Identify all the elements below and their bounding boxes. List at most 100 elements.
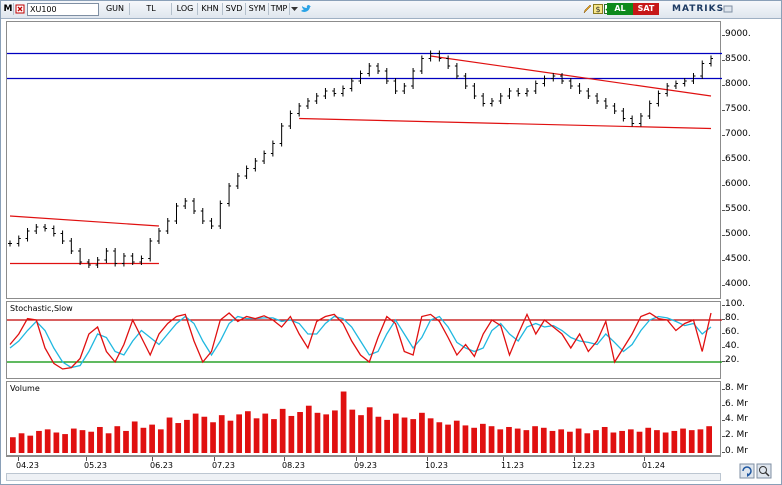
date-tick-label: 09.23: [354, 461, 377, 470]
axis-tick-mark: [722, 110, 725, 111]
price-bar: [25, 228, 30, 242]
volume-bar: [549, 430, 556, 453]
sell-button[interactable]: SAT: [633, 3, 659, 15]
volume-bar: [488, 426, 495, 453]
svd-button[interactable]: SVD: [223, 3, 246, 15]
price-bar: [113, 248, 118, 267]
axis-tick-mark: [722, 235, 725, 236]
price-bar: [384, 68, 389, 84]
dollar-icon[interactable]: $: [593, 3, 603, 15]
price-bar: [463, 73, 468, 89]
axis-tick-label: 6. Mr: [725, 398, 748, 409]
volume-bar: [532, 426, 538, 453]
volume-bar: [445, 424, 451, 453]
price-bar: [560, 73, 565, 84]
price-bar: [349, 78, 354, 92]
toolbar-toggle-icon[interactable]: [723, 3, 733, 15]
volume-bar: [462, 425, 469, 453]
date-tick-label: 08.23: [282, 461, 305, 470]
corner-controls: [739, 462, 779, 480]
axis-tick-label: 7000.: [725, 129, 751, 139]
axis-tick-mark: [722, 361, 725, 362]
price-bar: [612, 103, 617, 114]
date-tick-mark: [18, 457, 19, 461]
axis-tick-mark: [722, 185, 725, 186]
volume-bar: [506, 426, 512, 453]
close-icon[interactable]: [15, 3, 25, 15]
price-bar: [516, 88, 521, 97]
volume-bar: [218, 415, 225, 453]
volume-bar: [662, 432, 669, 453]
axis-tick-mark: [722, 347, 725, 348]
volume-bar: [123, 430, 129, 453]
axis-tick-label: 5500.: [725, 204, 751, 214]
price-bar: [524, 88, 529, 97]
volume-panel[interactable]: Volume: [6, 381, 721, 456]
chevron-down-icon[interactable]: [290, 3, 299, 15]
period-button[interactable]: GUN: [101, 3, 130, 15]
price-bar: [568, 78, 573, 89]
volume-bar: [567, 431, 573, 453]
axis-tick-label: 4500.: [725, 254, 751, 264]
price-bar: [411, 68, 416, 89]
refresh-icon[interactable]: [739, 463, 755, 479]
price-axis: 9000. 8500. 8000. 7500. 7000. 6500. 6000. 5500.…: [722, 21, 780, 299]
price-chart: [7, 50, 722, 268]
axis-tick-mark: [722, 285, 725, 286]
volume-bar: [10, 437, 16, 453]
volume-bar: [453, 420, 460, 453]
axis-tick-mark: [722, 404, 725, 406]
price-bar: [542, 75, 547, 87]
log-button[interactable]: LOG: [173, 3, 198, 15]
price-bar: [507, 88, 512, 99]
currency-button[interactable]: TL: [131, 3, 172, 15]
price-bar: [446, 55, 451, 69]
axis-tick-mark: [722, 436, 725, 438]
price-panel[interactable]: [6, 21, 722, 299]
volume-bar: [610, 432, 617, 453]
stochastic-title: Stochastic,Slow: [10, 304, 73, 313]
pencil-icon[interactable]: [582, 3, 592, 15]
date-tick-label: 01.24: [642, 461, 665, 470]
axis-tick-mark: [722, 135, 725, 136]
volume-bar: [227, 420, 234, 453]
volume-bar: [671, 430, 678, 453]
price-bar: [367, 63, 372, 77]
tmp-button[interactable]: TMP: [269, 3, 290, 15]
price-bar: [428, 50, 433, 62]
chart-scrollbar[interactable]: [6, 473, 721, 481]
volume-bar: [410, 419, 417, 453]
volume-bar: [279, 408, 286, 453]
menu-button[interactable]: M: [3, 3, 14, 15]
date-tick-mark: [214, 457, 215, 461]
stochastic-chart: [7, 312, 722, 370]
symbol-input[interactable]: XU100: [27, 3, 99, 16]
volume-bar: [593, 430, 599, 453]
stochastic-panel[interactable]: Stochastic,Slow: [6, 301, 722, 379]
price-bar: [709, 55, 713, 67]
price-bar: [332, 88, 337, 97]
price-bar: [253, 158, 258, 172]
buy-button[interactable]: AL: [607, 3, 633, 15]
price-bar: [551, 73, 556, 82]
price-bar: [586, 88, 591, 99]
price-bar: [673, 80, 678, 89]
axis-tick-label: 20.: [725, 355, 740, 365]
khn-button[interactable]: KHN: [198, 3, 223, 15]
volume-bar: [262, 413, 269, 453]
twitter-icon[interactable]: [300, 3, 312, 15]
volume-bar: [419, 412, 425, 453]
price-bar: [16, 235, 21, 247]
volume-bar: [332, 410, 338, 453]
volume-bar: [210, 422, 216, 453]
zoom-icon[interactable]: [756, 463, 772, 479]
price-bar: [218, 200, 223, 229]
price-bar: [192, 198, 197, 214]
price-bar: [630, 115, 635, 127]
price-bar: [95, 257, 100, 268]
sym-button[interactable]: SYM: [246, 3, 269, 15]
volume-bar: [253, 418, 260, 453]
price-bar: [595, 93, 600, 104]
volume-bar: [436, 422, 443, 453]
price-bar: [148, 238, 153, 262]
